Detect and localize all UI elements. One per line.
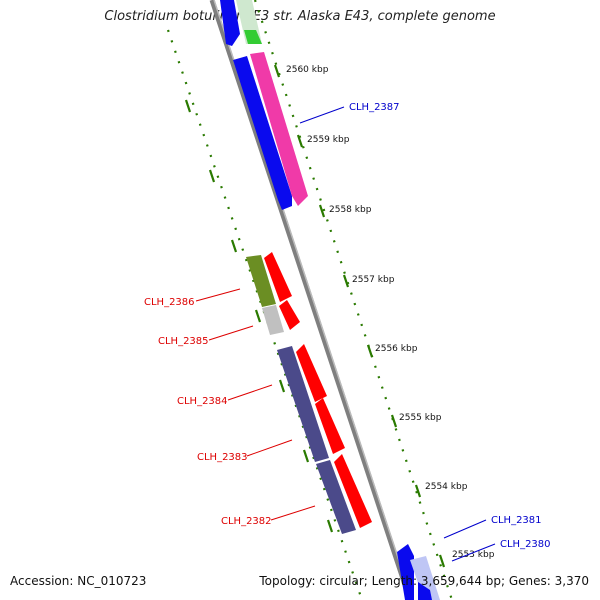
feature-clh-2385-red bbox=[279, 300, 300, 330]
feature-clh-2380-light bbox=[410, 556, 440, 600]
callout-line bbox=[195, 288, 241, 302]
gene-label-clh-2381[interactable]: CLH_2381 bbox=[491, 515, 542, 526]
feature-clh-2386-red bbox=[264, 252, 292, 302]
callout-line bbox=[451, 543, 496, 562]
gene-label-clh-2385[interactable]: CLH_2385 bbox=[158, 336, 209, 347]
callout-line bbox=[208, 325, 254, 341]
genome-summary-text: Topology: circular; Length: 3,659,644 bp… bbox=[259, 574, 589, 588]
feature-clh-2383-red bbox=[315, 398, 345, 454]
kbp-label: 2556 kbp bbox=[375, 344, 418, 354]
inner-tick-ring bbox=[166, 29, 364, 600]
gene-label-clh-2383[interactable]: CLH_2383 bbox=[197, 452, 248, 463]
kbp-label: 2553 kbp bbox=[452, 550, 495, 560]
gene-label-clh-2387[interactable]: CLH_2387 bbox=[349, 102, 400, 113]
feature-clh-2384-slate bbox=[277, 346, 329, 462]
feature-clh-2381-blue bbox=[397, 544, 414, 600]
feature-clh-2382-red bbox=[334, 454, 372, 528]
feature-top-blue bbox=[220, 0, 240, 46]
gene-label-clh-2382[interactable]: CLH_2382 bbox=[221, 516, 272, 527]
kbp-label: 2560 kbp bbox=[286, 65, 329, 75]
kbp-label: 2557 kbp bbox=[352, 275, 395, 285]
feature-clh-2384-red bbox=[296, 344, 327, 402]
kbp-label: 2554 kbp bbox=[425, 482, 468, 492]
kbp-label: 2558 kbp bbox=[329, 205, 372, 215]
feature-clh-2382-slate bbox=[316, 460, 356, 534]
kbp-label: 2555 kbp bbox=[399, 413, 442, 423]
callout-line bbox=[227, 384, 273, 401]
callout-line bbox=[246, 439, 293, 457]
callout-line bbox=[299, 106, 345, 124]
feature-clh-2387-blue bbox=[233, 56, 292, 210]
genome-backbone bbox=[209, 0, 413, 600]
feature-clh-2385-gray bbox=[262, 305, 284, 335]
callout-line bbox=[270, 505, 316, 521]
accession-text: Accession: NC_010723 bbox=[10, 574, 147, 588]
major-ticks bbox=[184, 64, 446, 568]
callout-line bbox=[443, 519, 487, 539]
feature-top-green bbox=[244, 30, 262, 44]
feature-clh-2386-olive bbox=[246, 255, 276, 307]
feature-bottom-blue bbox=[418, 582, 432, 600]
gene-label-clh-2380[interactable]: CLH_2380 bbox=[500, 539, 551, 550]
map-title: Clostridium botulinum E3 str. Alaska E43… bbox=[104, 9, 496, 24]
feature-clh-2387-pink bbox=[250, 52, 308, 206]
gene-label-clh-2384[interactable]: CLH_2384 bbox=[177, 396, 228, 407]
kbp-label: 2559 kbp bbox=[307, 135, 350, 145]
gene-label-clh-2386[interactable]: CLH_2386 bbox=[144, 297, 195, 308]
